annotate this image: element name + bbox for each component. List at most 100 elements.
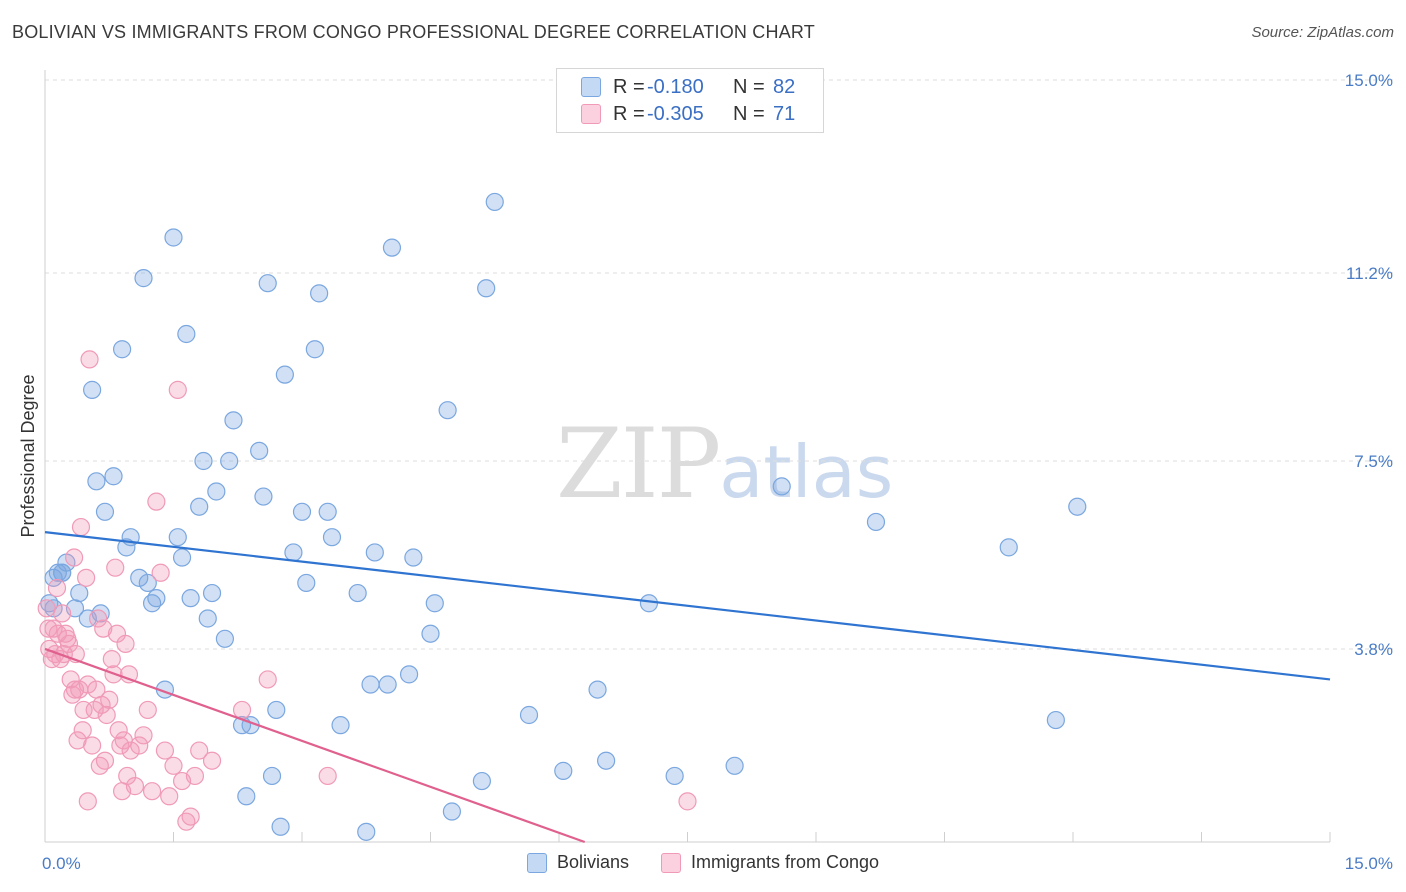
bolivians-legend-swatch bbox=[526, 852, 547, 873]
axes bbox=[44, 70, 1331, 843]
congo-point bbox=[134, 726, 153, 745]
bolivians-trend-line bbox=[44, 531, 1331, 681]
bolivians-point bbox=[267, 700, 286, 720]
bolivians-point bbox=[310, 284, 329, 303]
congo-point bbox=[116, 634, 135, 653]
congo-point bbox=[47, 578, 67, 598]
y-tick-label: 7.5% bbox=[1354, 452, 1393, 471]
bolivians-point bbox=[554, 761, 573, 780]
series-legend: Bolivians Immigrants from Congo bbox=[0, 852, 1406, 873]
bolivians-point bbox=[404, 548, 423, 567]
bolivians-swatch bbox=[581, 77, 601, 97]
congo-point bbox=[164, 756, 183, 775]
congo-point bbox=[94, 619, 113, 638]
bolivians-point bbox=[772, 477, 791, 496]
bolivians-point bbox=[725, 756, 744, 775]
congo-trend-line bbox=[44, 647, 586, 844]
bolivians-point bbox=[134, 269, 153, 288]
trend-lines bbox=[44, 531, 1331, 844]
bolivians-point bbox=[382, 238, 402, 257]
congo-point bbox=[190, 741, 209, 760]
congo-point bbox=[73, 721, 92, 740]
legend-item-congo[interactable]: Immigrants from Congo bbox=[660, 852, 879, 873]
n-label: N = bbox=[733, 102, 765, 125]
congo-point bbox=[318, 766, 337, 786]
congo-point bbox=[65, 548, 84, 567]
congo-point bbox=[138, 700, 157, 720]
bolivians-point bbox=[190, 497, 209, 516]
bolivians-point bbox=[665, 766, 684, 786]
bolivians-point bbox=[519, 705, 539, 725]
bolivians-point bbox=[378, 675, 397, 694]
bolivians-point bbox=[588, 680, 607, 699]
congo-legend-swatch bbox=[660, 852, 681, 873]
bolivians-point bbox=[442, 802, 462, 821]
n-label: N = bbox=[733, 75, 765, 98]
bolivians-point bbox=[357, 822, 376, 841]
congo-point bbox=[37, 599, 56, 618]
bolivians-point bbox=[1068, 497, 1087, 516]
bolivians-point bbox=[130, 568, 149, 587]
congo-point bbox=[130, 736, 149, 755]
chart-title: BOLIVIAN VS IMMIGRANTS FROM CONGO PROFES… bbox=[12, 22, 815, 42]
bolivians-point bbox=[254, 487, 273, 506]
legend-item-bolivians[interactable]: Bolivians bbox=[526, 852, 629, 873]
bolivians-point bbox=[112, 340, 132, 359]
series-bolivians bbox=[40, 192, 1087, 841]
y-axis-label: Professional Degree bbox=[18, 374, 38, 537]
congo-point bbox=[111, 736, 130, 755]
bolivians-point bbox=[250, 441, 269, 460]
bolivians-point bbox=[639, 594, 659, 613]
congo-point bbox=[125, 777, 145, 796]
bolivians-point bbox=[361, 675, 380, 694]
bolivians-point bbox=[181, 589, 200, 608]
bolivians-point bbox=[220, 451, 239, 471]
bolivians-point bbox=[399, 665, 419, 684]
bolivians-point bbox=[215, 629, 234, 648]
bolivians-point bbox=[164, 228, 183, 247]
bolivians-point bbox=[87, 472, 106, 491]
bolivians-point bbox=[597, 751, 616, 770]
bolivians-point bbox=[147, 589, 166, 608]
bolivians-point bbox=[91, 604, 110, 623]
r-value: -0.180 bbox=[647, 75, 704, 98]
congo-point bbox=[121, 741, 140, 760]
r-value: -0.305 bbox=[647, 102, 704, 125]
bolivians-point bbox=[83, 380, 102, 399]
congo-point bbox=[59, 634, 79, 653]
congo-point bbox=[151, 563, 170, 582]
congo-point bbox=[71, 517, 91, 537]
congo-point bbox=[185, 766, 205, 786]
congo-point bbox=[77, 568, 96, 587]
bolivians-point bbox=[866, 512, 886, 532]
x-tick-label: 15.0% bbox=[1345, 854, 1393, 873]
bolivians-point bbox=[194, 451, 213, 471]
bolivians-point bbox=[271, 817, 290, 836]
congo-point bbox=[78, 792, 97, 811]
bolivians-point bbox=[275, 365, 294, 384]
bolivians-point bbox=[292, 502, 312, 521]
n-value: 82 bbox=[773, 75, 796, 98]
r-label: R = bbox=[613, 75, 645, 98]
bolivians-point bbox=[425, 594, 444, 613]
bolivians-point bbox=[284, 543, 303, 562]
watermark: ZIPatlas bbox=[556, 408, 893, 520]
bolivians-point bbox=[438, 401, 457, 420]
congo-point bbox=[100, 690, 119, 709]
bolivians-point bbox=[224, 411, 243, 430]
bolivians-point bbox=[207, 482, 226, 501]
bolivians-point bbox=[305, 340, 324, 359]
congo-point bbox=[109, 721, 128, 740]
watermark-zip: ZIP bbox=[556, 408, 721, 520]
x-tick-label: 0.0% bbox=[42, 854, 81, 873]
source-note: Source: ZipAtlas.com bbox=[1251, 24, 1394, 41]
congo-point bbox=[53, 604, 72, 623]
congo-point bbox=[80, 350, 99, 369]
congo-point bbox=[89, 609, 108, 628]
bolivians-point bbox=[198, 609, 217, 628]
bolivians-point bbox=[1046, 710, 1065, 730]
bolivians-point bbox=[258, 274, 277, 293]
stats-row-congo: R = -0.305 N = 71 bbox=[581, 100, 795, 128]
congo-point bbox=[202, 751, 222, 770]
